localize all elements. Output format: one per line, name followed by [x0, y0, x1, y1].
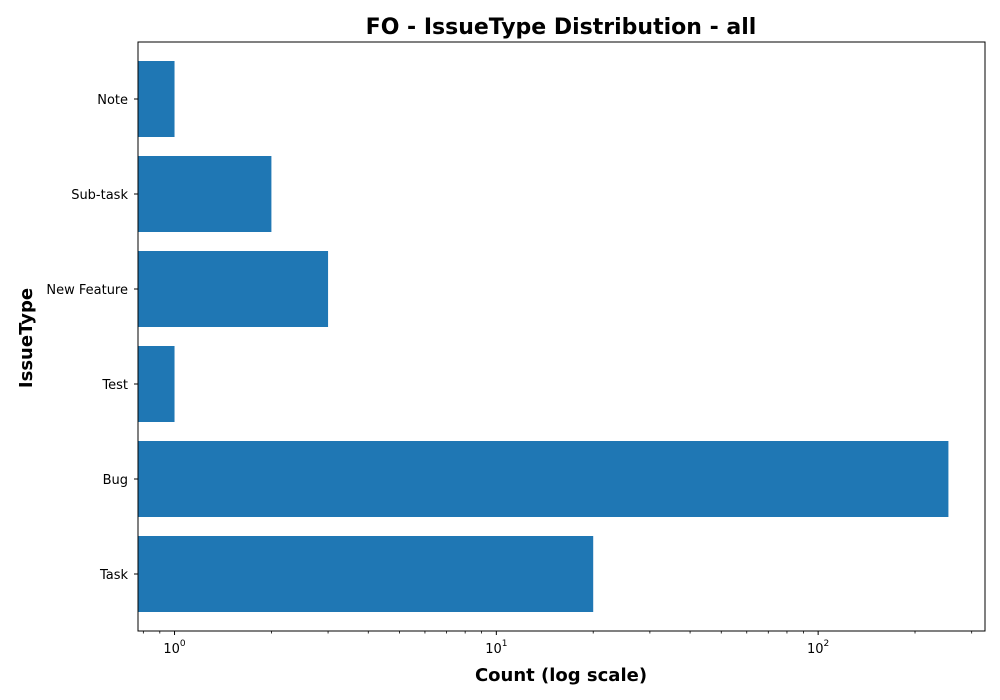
- y-ticks-group: Task Bug Test New Feature Sub-task Note: [46, 93, 138, 583]
- plot-frame: [137, 41, 986, 632]
- x-tick-label-100: 102: [807, 639, 829, 657]
- chart-title: FO - IssueType Distribution - all: [366, 15, 757, 40]
- bar-test: [138, 346, 175, 422]
- bar-task: [138, 536, 594, 612]
- y-tick-label-task: Task: [99, 568, 129, 583]
- bar-note: [138, 61, 175, 137]
- y-tick-label-bug: Bug: [103, 473, 128, 488]
- bars-group: [138, 61, 949, 612]
- y-tick-label-sub-task: Sub-task: [71, 188, 128, 203]
- x-ticks-group: 100 101 102: [142, 631, 973, 657]
- bar-new-feature: [138, 251, 329, 327]
- x-tick-label-1: 100: [163, 639, 186, 657]
- y-tick-label-new-feature: New Feature: [46, 283, 128, 298]
- bar-bug: [138, 441, 949, 517]
- bar-sub-task: [138, 156, 272, 232]
- x-axis-label: Count (log scale): [475, 665, 647, 686]
- y-tick-label-test: Test: [101, 378, 128, 393]
- x-tick-label-10: 101: [485, 639, 507, 657]
- y-axis-label: IssueType: [16, 288, 37, 388]
- y-tick-label-note: Note: [97, 93, 128, 108]
